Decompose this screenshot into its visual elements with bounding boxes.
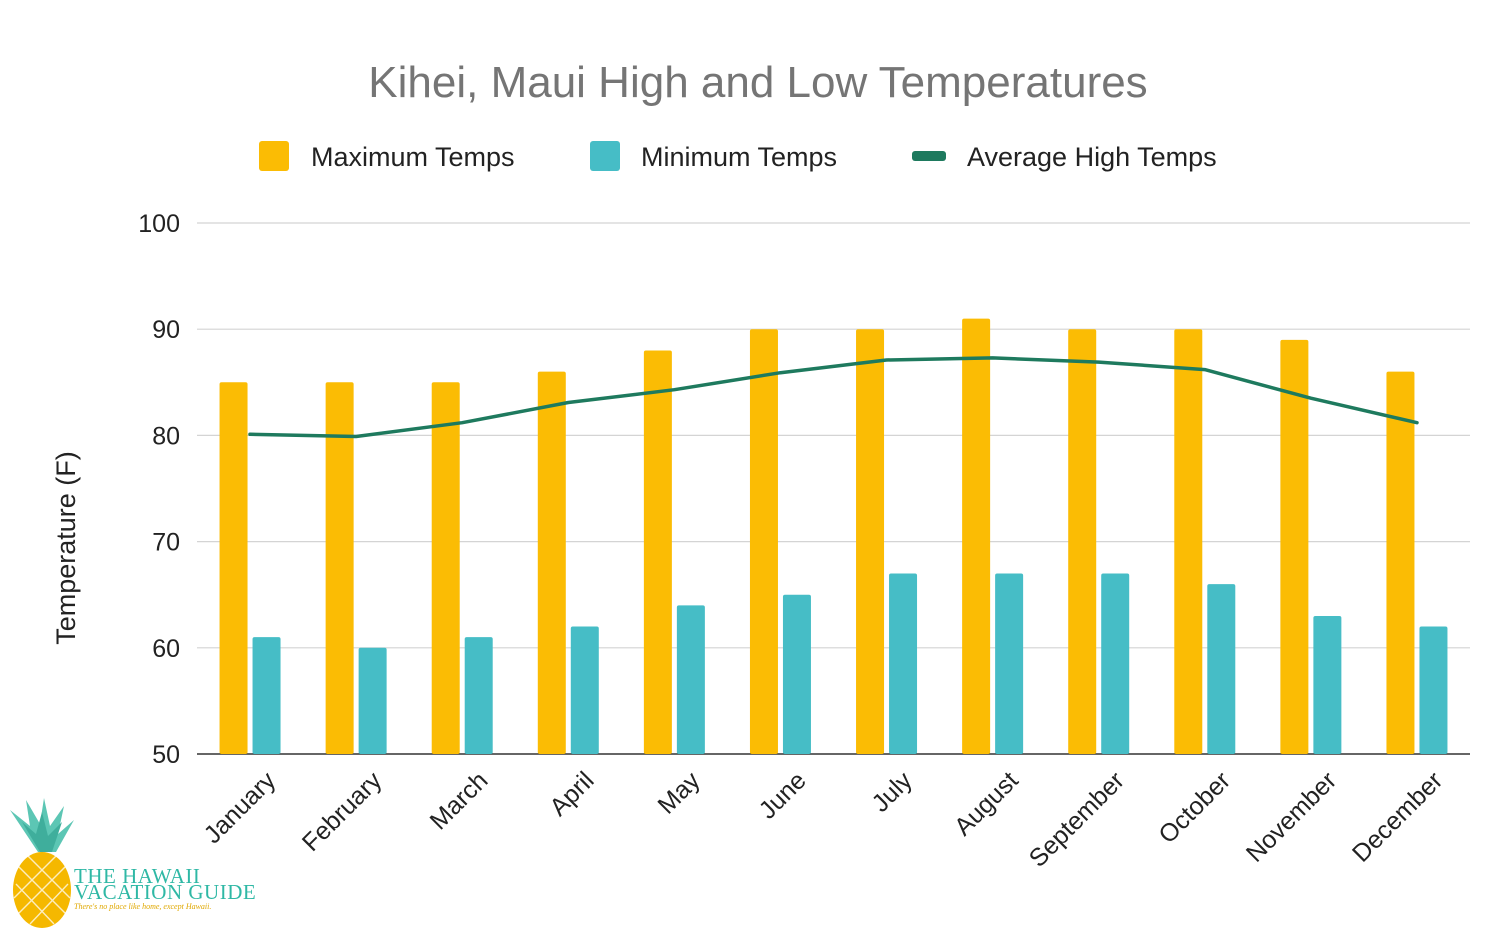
legend: Maximum Temps Minimum Temps Average High… [259,141,1217,172]
bar-minimum-temps [358,647,387,754]
bar-maximum-temps [431,382,460,754]
x-category-label: February [297,766,388,857]
x-category-label: January [199,766,282,849]
bar-minimum-temps [676,605,705,754]
maximum-temps-bars [219,318,1415,754]
bar-maximum-temps [1386,371,1415,754]
x-category-label: June [754,766,812,824]
bar-minimum-temps [464,637,493,754]
bar-maximum-temps [1280,339,1309,754]
bar-maximum-temps [643,350,672,754]
bar-minimum-temps [1101,573,1130,754]
x-category-label: March [425,766,494,835]
x-category-label: September [1024,766,1130,872]
x-category-label: December [1347,766,1448,867]
y-tick-label: 80 [152,422,180,450]
bar-minimum-temps [252,637,281,754]
average-high-temps-line [248,356,1419,439]
hawaii-vacation-guide-logo: THE HAWAII VACATION GUIDE There's no pla… [10,798,256,928]
bar-minimum-temps [1419,626,1448,754]
bar-maximum-temps [962,318,991,754]
chart-title: Kihei, Maui High and Low Temperatures [368,58,1147,107]
x-category-label: November [1241,766,1342,867]
bar-minimum-temps [889,573,918,754]
gridlines [197,222,1470,755]
bar-minimum-temps [570,626,599,754]
legend-swatch-maximum-temps [259,141,289,171]
logo-line-1: THE HAWAII [74,864,200,888]
legend-label-average-high-temps: Average High Temps [967,142,1217,172]
legend-swatch-average-high-temps [912,151,946,161]
bar-maximum-temps [537,371,566,754]
bar-minimum-temps [1313,615,1342,754]
legend-swatch-minimum-temps [590,141,620,171]
y-axis-title: Temperature (F) [51,451,81,645]
logo-tagline: There's no place like home, except Hawai… [74,902,211,911]
bar-maximum-temps [856,329,885,754]
y-tick-label: 60 [152,635,180,663]
bar-maximum-temps [1068,329,1097,754]
x-category-label: April [544,766,599,821]
x-axis-labels: January February March April May June July Augu… [199,766,1449,873]
minimum-temps-bars [252,573,1448,754]
x-category-label: July [866,766,918,818]
bar-maximum-temps [749,329,778,754]
bar-maximum-temps [1174,329,1203,754]
legend-label-minimum-temps: Minimum Temps [641,142,837,172]
bar-maximum-temps [219,382,248,754]
bar-maximum-temps [325,382,354,754]
logo-line-2: VACATION GUIDE [74,880,256,904]
x-category-label: October [1153,766,1236,849]
y-tick-label: 90 [152,316,180,344]
x-category-label: August [949,766,1024,841]
x-category-label: May [652,766,706,820]
y-tick-label: 100 [138,210,180,238]
y-tick-label: 70 [152,529,180,557]
bar-minimum-temps [782,594,811,754]
bar-minimum-temps [1207,584,1236,754]
bar-minimum-temps [995,573,1024,754]
y-axis-ticks: 50 60 70 80 90 100 [138,210,180,769]
legend-label-maximum-temps: Maximum Temps [311,142,515,172]
y-tick-label: 50 [152,741,180,769]
pineapple-icon [10,798,74,928]
